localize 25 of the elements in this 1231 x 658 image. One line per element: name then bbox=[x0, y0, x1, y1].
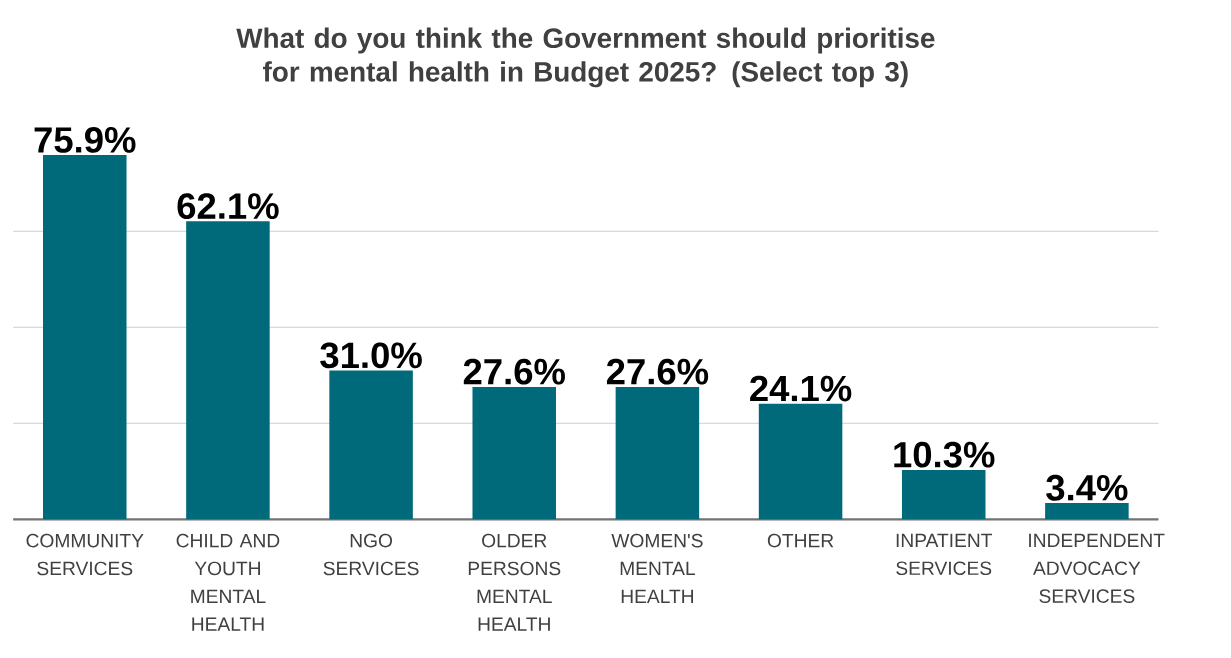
x-tick-label: INDEPENDENT ADVOCACY SERVICES bbox=[1029, 534, 1165, 604]
data-label: 10.3% bbox=[894, 441, 995, 468]
data-label: 3.4% bbox=[1046, 475, 1128, 501]
data-label: 31.0% bbox=[320, 342, 422, 369]
data-label: 62.1% bbox=[177, 193, 279, 220]
x-tick-label: CHILD AND YOUTH MENTAL HEALTH bbox=[176, 534, 280, 631]
chart-title: What do you think the Government should prioritise for mental health in Budget 2025? (Select top 3) bbox=[236, 27, 935, 88]
data-label: 24.1% bbox=[750, 375, 852, 402]
bar bbox=[472, 387, 557, 520]
x-tick-label: WOMEN'S MENTAL HEALTH bbox=[611, 534, 703, 604]
bar bbox=[758, 403, 843, 520]
data-label: 27.6% bbox=[463, 358, 565, 385]
data-label: 27.6% bbox=[606, 358, 709, 385]
x-tick-label: OLDER PERSONS MENTAL HEALTH bbox=[468, 534, 561, 631]
bar bbox=[329, 370, 413, 520]
bar bbox=[615, 387, 700, 520]
bar bbox=[901, 470, 986, 520]
bar bbox=[1045, 503, 1129, 520]
x-tick-label: OTHER bbox=[767, 534, 834, 548]
x-tick-label: COMMUNITY SERVICES bbox=[26, 534, 144, 576]
x-tick-label: INPATIENT SERVICES bbox=[896, 534, 993, 576]
bar bbox=[43, 155, 127, 520]
x-tick-label: NGO SERVICES bbox=[323, 534, 419, 576]
data-label: 75.9% bbox=[34, 127, 136, 154]
bar bbox=[186, 221, 270, 520]
